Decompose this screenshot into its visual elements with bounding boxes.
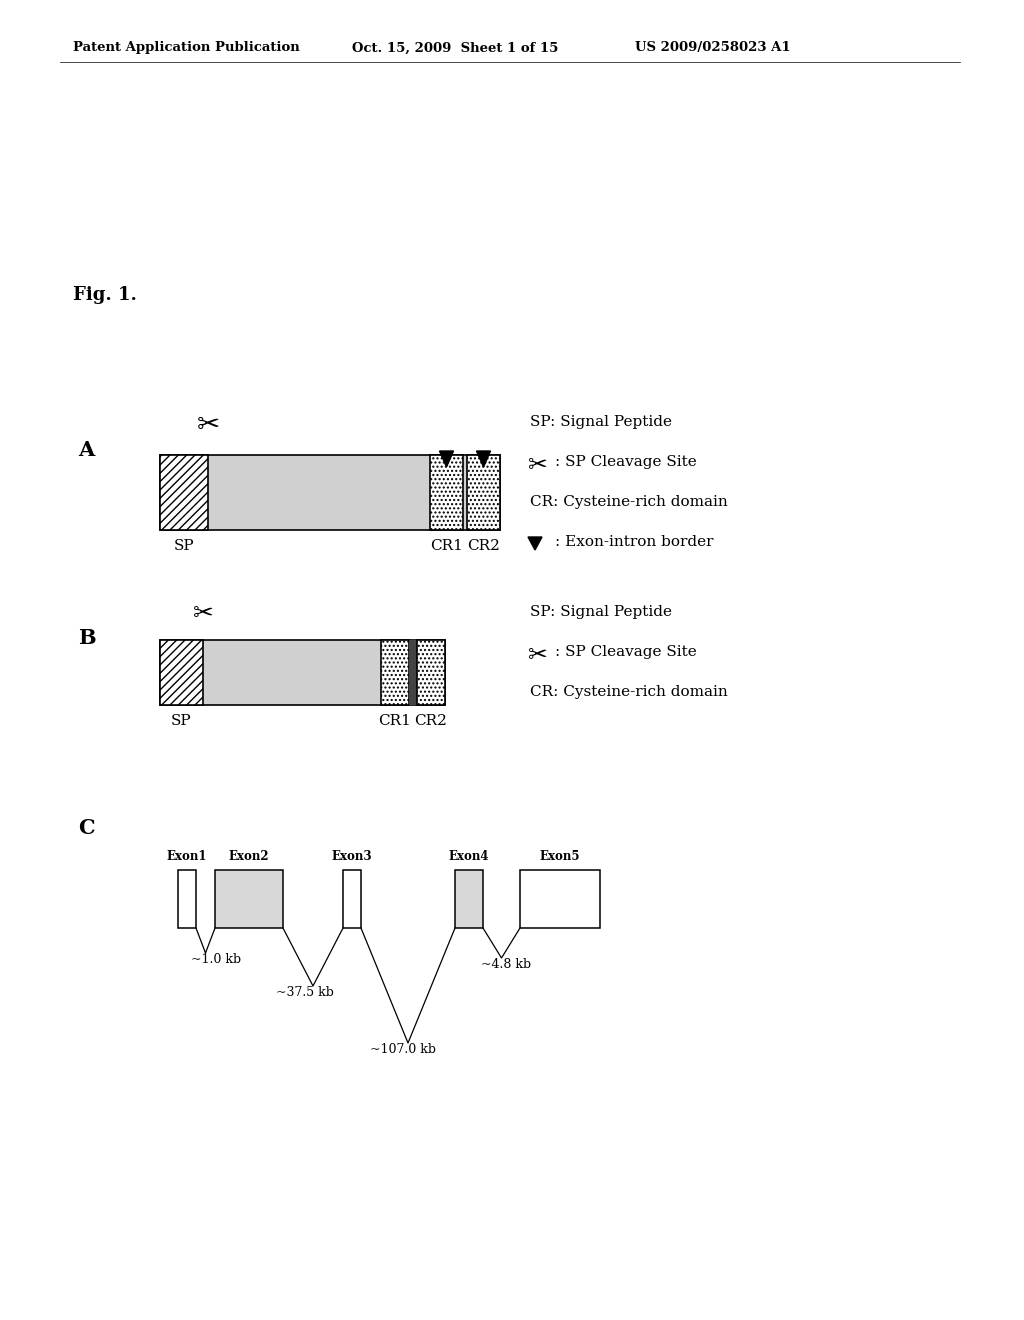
Text: : SP Cleavage Site: : SP Cleavage Site bbox=[555, 645, 696, 659]
Text: CR2: CR2 bbox=[467, 539, 500, 553]
Text: SP: SP bbox=[171, 714, 191, 729]
Text: ✂: ✂ bbox=[528, 643, 548, 667]
Text: US 2009/0258023 A1: US 2009/0258023 A1 bbox=[635, 41, 791, 54]
Bar bbox=[430, 455, 463, 531]
Text: CR: Cysteine-rich domain: CR: Cysteine-rich domain bbox=[530, 495, 728, 510]
Bar bbox=[520, 870, 600, 928]
Bar bbox=[178, 870, 196, 928]
Bar bbox=[409, 640, 417, 705]
Bar bbox=[215, 870, 283, 928]
Bar bbox=[160, 640, 203, 705]
Text: : SP Cleavage Site: : SP Cleavage Site bbox=[555, 455, 696, 469]
Text: Patent Application Publication: Patent Application Publication bbox=[73, 41, 300, 54]
Text: ~37.5 kb: ~37.5 kb bbox=[276, 986, 334, 999]
Text: Exon3: Exon3 bbox=[332, 850, 373, 863]
Text: CR2: CR2 bbox=[415, 714, 447, 729]
Text: Fig. 1.: Fig. 1. bbox=[73, 286, 137, 304]
Text: CR1: CR1 bbox=[430, 539, 463, 553]
Text: Exon5: Exon5 bbox=[540, 850, 581, 863]
Polygon shape bbox=[439, 451, 454, 467]
Text: ✂: ✂ bbox=[193, 602, 213, 626]
Bar bbox=[430, 455, 463, 531]
Text: CR1: CR1 bbox=[379, 714, 412, 729]
Text: Exon2: Exon2 bbox=[228, 850, 269, 863]
Text: ✂: ✂ bbox=[528, 453, 548, 477]
Bar bbox=[467, 455, 500, 531]
Bar bbox=[417, 640, 445, 705]
Bar bbox=[381, 640, 409, 705]
Text: ~107.0 kb: ~107.0 kb bbox=[370, 1043, 436, 1056]
Bar bbox=[160, 640, 445, 705]
Text: ~4.8 kb: ~4.8 kb bbox=[481, 958, 531, 972]
Bar bbox=[417, 640, 445, 705]
Text: SP: Signal Peptide: SP: Signal Peptide bbox=[530, 605, 672, 619]
Polygon shape bbox=[528, 537, 542, 550]
Text: SP: SP bbox=[174, 539, 195, 553]
Bar bbox=[160, 640, 203, 705]
Text: Oct. 15, 2009  Sheet 1 of 15: Oct. 15, 2009 Sheet 1 of 15 bbox=[352, 41, 558, 54]
Bar bbox=[455, 870, 483, 928]
Text: ~1.0 kb: ~1.0 kb bbox=[191, 953, 241, 966]
Bar bbox=[467, 455, 500, 531]
Bar bbox=[160, 455, 208, 531]
Bar bbox=[160, 455, 500, 531]
Text: CR: Cysteine-rich domain: CR: Cysteine-rich domain bbox=[530, 685, 728, 700]
Text: A: A bbox=[78, 440, 94, 459]
Bar bbox=[381, 640, 409, 705]
Bar bbox=[160, 455, 208, 531]
Text: SP: Signal Peptide: SP: Signal Peptide bbox=[530, 414, 672, 429]
Polygon shape bbox=[476, 451, 490, 467]
Bar bbox=[343, 870, 361, 928]
Text: Exon1: Exon1 bbox=[167, 850, 207, 863]
Text: ✂: ✂ bbox=[197, 411, 219, 440]
Text: : Exon-intron border: : Exon-intron border bbox=[555, 535, 714, 549]
Text: Exon4: Exon4 bbox=[449, 850, 489, 863]
Text: C: C bbox=[78, 818, 94, 838]
Text: B: B bbox=[78, 628, 95, 648]
